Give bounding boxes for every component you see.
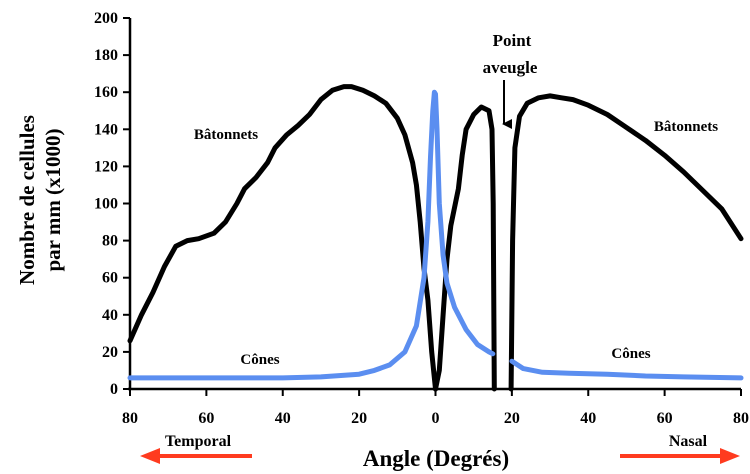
nasal-arrow-icon	[620, 448, 740, 464]
label-temporal: Temporal	[165, 433, 232, 450]
series-cones-line-2	[509, 358, 744, 381]
label-cones-left: Cônes	[240, 352, 279, 368]
label-blind-spot-line1: Point	[493, 31, 532, 50]
y-axis-title-line2: par mm (x1000)	[41, 128, 65, 271]
series-batonnets-line-2	[433, 104, 497, 392]
x-tick-label: 60	[198, 410, 214, 427]
y-tick-label: 120	[94, 158, 118, 175]
temporal-arrow-icon	[140, 448, 252, 464]
y-tick-label: 80	[102, 233, 118, 250]
y-tick-label: 180	[94, 47, 118, 64]
series-cones-line-1	[127, 89, 496, 381]
label-nasal: Nasal	[669, 433, 708, 450]
y-axis-title-line1: Nombre de cellules	[15, 115, 39, 285]
label-batonnets-right: Bâtonnets	[654, 119, 718, 135]
x-tick-label: 20	[351, 410, 367, 427]
y-tick-label: 40	[102, 307, 118, 324]
x-tick-label: 60	[657, 410, 673, 427]
x-tick-label: 40	[580, 410, 596, 427]
y-tick-label: 140	[94, 121, 118, 138]
label-batonnets-left: Bâtonnets	[194, 127, 258, 143]
series-batonnets-line-1	[127, 84, 438, 392]
label-cones-right: Cônes	[611, 346, 650, 362]
x-tick-label: 80	[733, 410, 749, 427]
y-axis-ticks: 0 20 40 60 80 100 120 140 160 180 200	[94, 10, 130, 398]
y-tick-label: 60	[102, 270, 118, 287]
series-batonnets-line-3	[508, 93, 744, 392]
x-tick-label: 80	[122, 410, 138, 427]
y-tick-label: 160	[94, 84, 118, 101]
x-axis-ticks: 80 60 40 20 0 20 40 60 80	[122, 389, 749, 427]
y-tick-label: 20	[102, 344, 118, 361]
nasal-arrow-head	[720, 448, 740, 464]
series-layer	[127, 84, 744, 392]
y-tick-label: 100	[94, 196, 118, 213]
x-tick-label: 0	[432, 410, 440, 427]
y-tick-label: 200	[94, 10, 118, 27]
y-tick-label: 0	[110, 381, 118, 398]
x-axis-title: Angle (Degrés)	[363, 446, 509, 471]
label-blind-spot-line2: aveugle	[483, 58, 538, 77]
x-tick-label: 20	[504, 410, 520, 427]
temporal-arrow-head	[140, 448, 160, 464]
x-tick-label: 40	[275, 410, 291, 427]
